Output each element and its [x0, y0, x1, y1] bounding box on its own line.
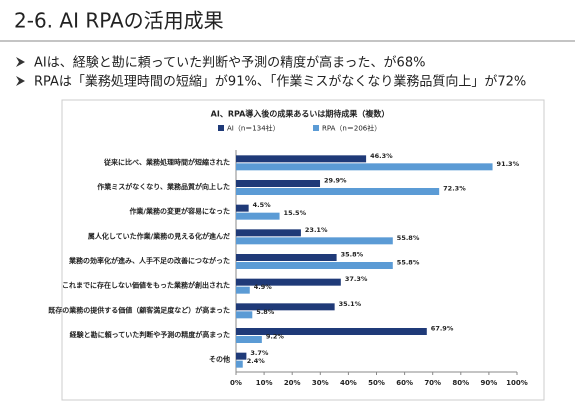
legend-label: AI（n＝134社）	[227, 124, 280, 133]
x-tick-label: 70%	[424, 379, 441, 387]
x-tick-label: 100%	[506, 379, 528, 387]
bar	[236, 163, 493, 171]
value-label: 2.4%	[247, 357, 266, 365]
bar	[236, 204, 249, 212]
bar	[236, 229, 301, 237]
value-label: 9.2%	[266, 333, 285, 341]
bar	[236, 188, 440, 195]
bar	[236, 180, 321, 187]
y-tick-label: これまでに存在しない価値をもった業務が創出された	[62, 281, 230, 290]
x-tick-label: 10%	[256, 379, 273, 387]
y-tick-label: 業務の効率化が進み、人手不足の改善につながった	[68, 256, 230, 265]
bar	[236, 311, 253, 319]
y-tick-label: 属人化していた作業/業務の見える化が進んだ	[88, 231, 230, 240]
chart-frame	[61, 99, 545, 401]
value-label: 4.9%	[254, 283, 273, 291]
y-tick-label: その他	[209, 355, 230, 364]
bar	[236, 262, 393, 269]
value-label: 35.8%	[341, 251, 364, 259]
value-label: 4.5%	[253, 201, 272, 209]
bar	[236, 360, 243, 368]
bar	[236, 212, 280, 220]
x-tick-label: 40%	[340, 379, 357, 387]
value-label: 91.3%	[497, 160, 520, 168]
value-label: 55.8%	[397, 234, 420, 242]
legend-swatch	[218, 125, 224, 131]
x-tick-label: 90%	[481, 379, 498, 387]
x-tick-label: 20%	[284, 379, 301, 387]
value-label: 37.3%	[345, 275, 368, 283]
y-tick-label: 従来に比べ、業務処理時間が短縮された	[103, 157, 230, 166]
y-tick-label: 作業ミスがなくなり、業務品質が向上した	[97, 182, 230, 191]
value-label: 72.3%	[443, 185, 466, 193]
value-label: 35.1%	[339, 300, 362, 308]
x-tick-label: 80%	[452, 379, 469, 387]
bar	[236, 155, 367, 163]
y-tick-label: 既存の業務の提供する価値（顧客満足度など）が高まった	[48, 305, 230, 314]
bar	[236, 328, 427, 335]
value-label: 46.3%	[370, 152, 393, 160]
value-label: 15.5%	[284, 209, 307, 217]
x-tick-label: 30%	[312, 379, 329, 387]
bar	[236, 336, 262, 343]
bullet-marker	[16, 57, 25, 67]
bullet: RPAは「業務処理時間の短縮」が91%、「作業ミスがなくなり業務品質向上」が72…	[34, 74, 526, 90]
value-label: 23.1%	[305, 226, 328, 234]
slide-title: 2-6. AI RPAの活用成果	[14, 9, 224, 33]
legend-swatch	[313, 125, 319, 131]
value-label: 3.7%	[250, 349, 269, 357]
chart-title: AI、RPA導入後の成果あるいは期待成果（複数）	[211, 109, 390, 119]
bar	[236, 278, 341, 286]
bar	[236, 237, 393, 245]
bar	[236, 254, 337, 261]
legend-label: RPA（n＝206社）	[322, 124, 381, 133]
bar	[236, 286, 250, 294]
y-tick-label: 経験と勘に頼っていた判断や予測の精度が高まった	[70, 330, 230, 339]
value-label: 5.8%	[256, 308, 275, 316]
bullet-marker	[16, 76, 25, 86]
x-tick-label: 60%	[396, 379, 413, 387]
value-label: 55.8%	[397, 259, 420, 267]
x-tick-label: 0%	[230, 379, 242, 387]
bar	[236, 352, 247, 360]
value-label: 67.9%	[431, 325, 454, 333]
bar	[236, 303, 335, 311]
y-tick-label: 作業/業務の変更が容易になった	[129, 207, 230, 216]
bullet: AIは、経験と勘に頼っていた判断や予測の精度が高まった、が68%	[34, 55, 425, 71]
value-label: 29.9%	[324, 177, 347, 185]
x-tick-label: 50%	[368, 379, 385, 387]
